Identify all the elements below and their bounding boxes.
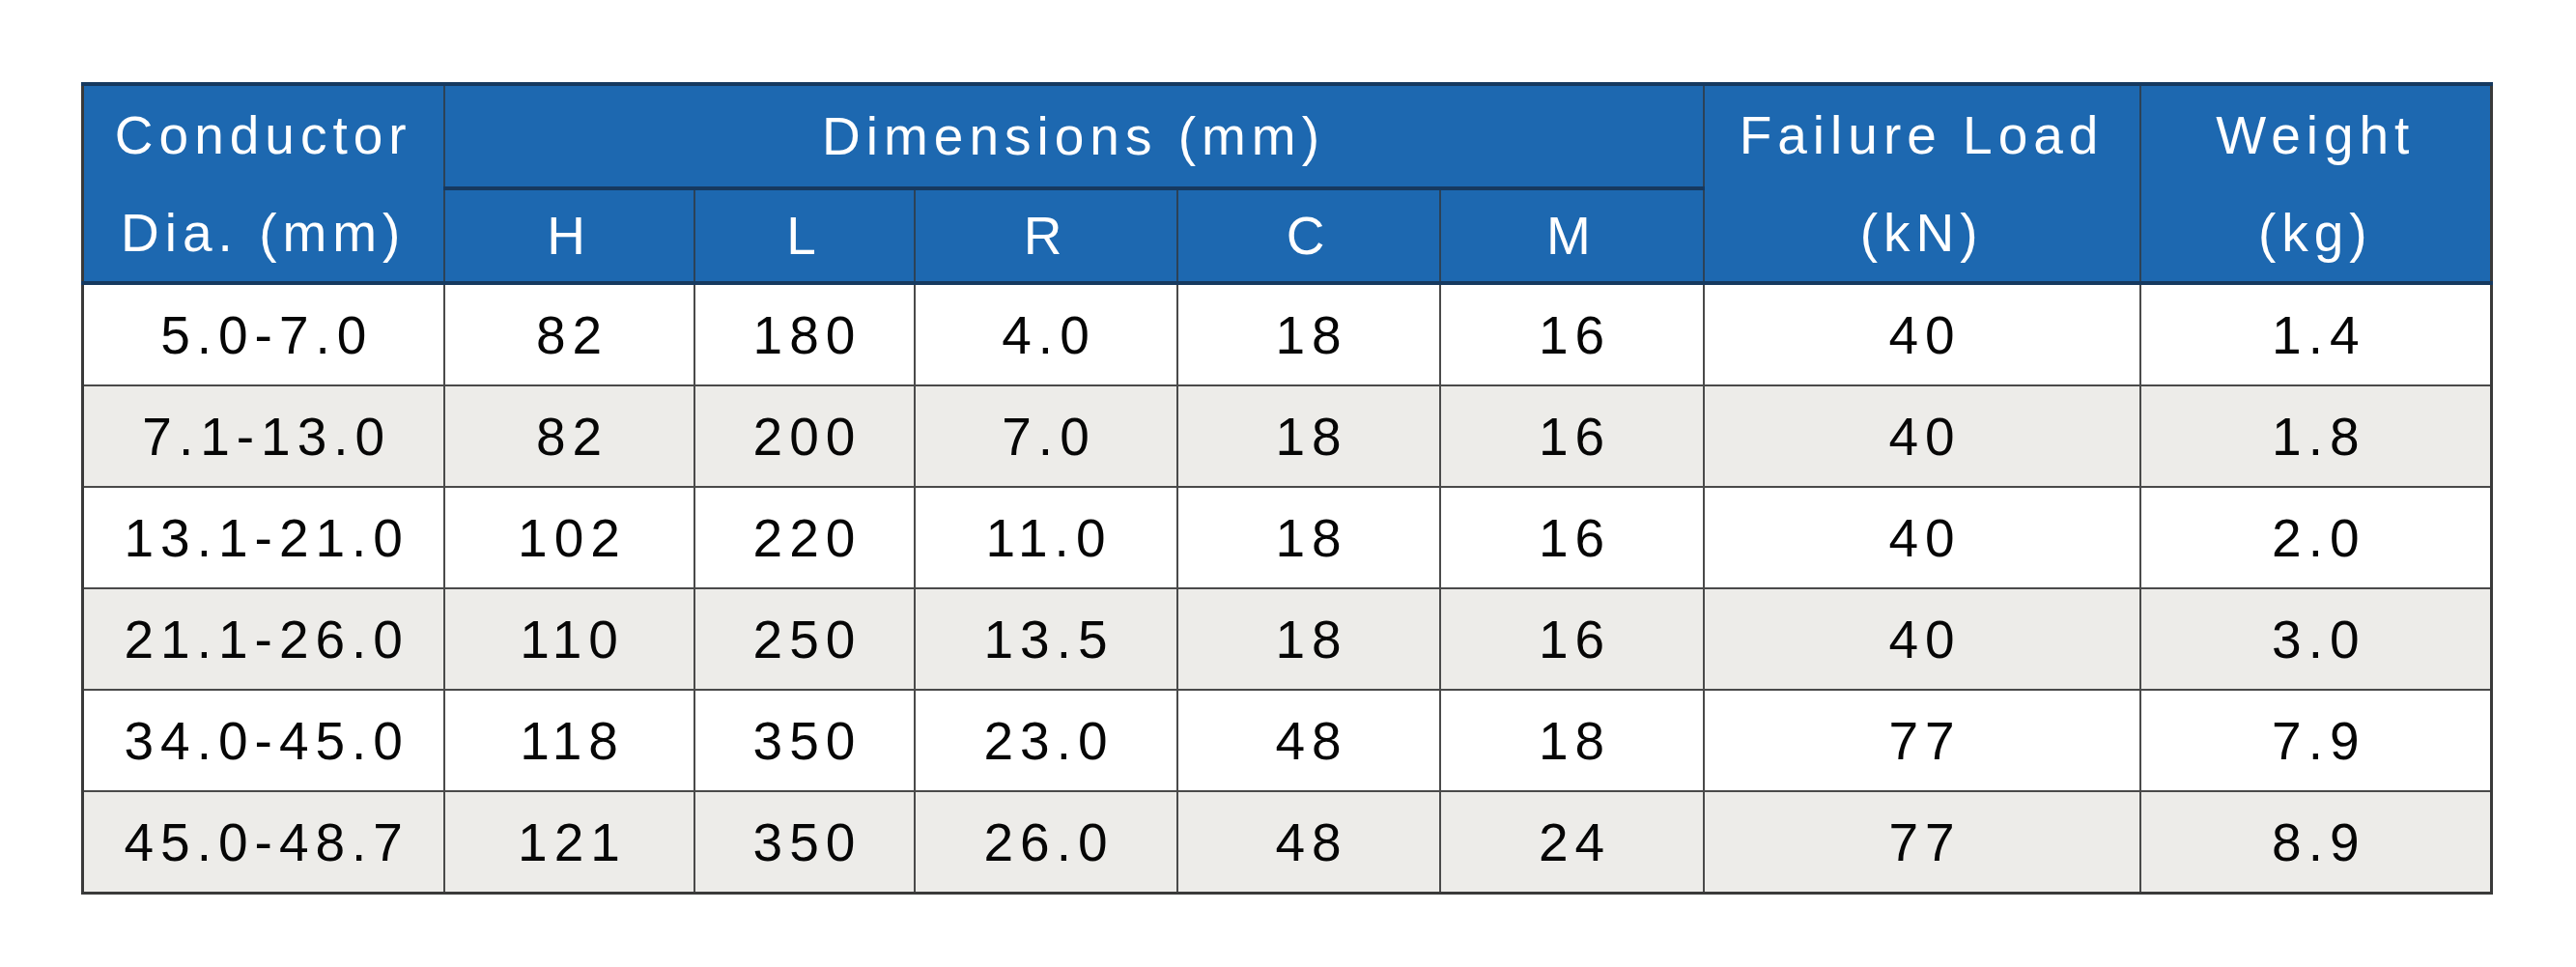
column-header-dimensions: Dimensions (mm) [444,84,1704,188]
table-cell: 16 [1440,487,1704,588]
table-cell: 18 [1177,487,1440,588]
table-cell: 18 [1177,588,1440,690]
table-cell: 40 [1704,283,2140,385]
table-row: 7.1-13.0 82 200 7.0 18 16 40 1.8 [83,385,2492,487]
table-cell: 18 [1177,385,1440,487]
table-cell: 16 [1440,588,1704,690]
table-row: 45.0-48.7 121 350 26.0 48 24 77 8.9 [83,791,2492,894]
table-cell: 82 [444,385,694,487]
table-cell: 118 [444,690,694,791]
table-cell: 23.0 [915,690,1177,791]
conductor-header-line2: Dia. (mm) [84,202,443,264]
table-cell: 7.1-13.0 [83,385,444,487]
table-cell: 77 [1704,791,2140,894]
column-header-conductor-dia: Conductor Dia. (mm) [83,84,444,283]
column-header-c: C [1177,188,1440,283]
table-cell: 48 [1177,690,1440,791]
table-cell: 250 [694,588,915,690]
column-header-failure-load: Failure Load (kN) [1704,84,2140,283]
table-cell: 350 [694,690,915,791]
table-cell: 7.0 [915,385,1177,487]
table-cell: 40 [1704,385,2140,487]
table-cell: 24 [1440,791,1704,894]
table-cell: 7.9 [2140,690,2492,791]
table-cell: 18 [1177,283,1440,385]
table-row: 21.1-26.0 110 250 13.5 18 16 40 3.0 [83,588,2492,690]
table-cell: 13.1-21.0 [83,487,444,588]
table-cell: 3.0 [2140,588,2492,690]
table-cell: 8.9 [2140,791,2492,894]
table-cell: 26.0 [915,791,1177,894]
table-cell: 110 [444,588,694,690]
table-cell: 121 [444,791,694,894]
table-cell: 1.8 [2140,385,2492,487]
table-row: 5.0-7.0 82 180 4.0 18 16 40 1.4 [83,283,2492,385]
failure-load-header-line2: (kN) [1705,202,2139,264]
table-cell: 350 [694,791,915,894]
table-cell: 82 [444,283,694,385]
table-row: 34.0-45.0 118 350 23.0 48 18 77 7.9 [83,690,2492,791]
column-header-h: H [444,188,694,283]
table-cell: 102 [444,487,694,588]
weight-header-line1: Weight [2141,104,2491,166]
header-row-top: Conductor Dia. (mm) Dimensions (mm) Fail… [83,84,2492,188]
table-cell: 40 [1704,588,2140,690]
table-cell: 11.0 [915,487,1177,588]
table-cell: 40 [1704,487,2140,588]
conductor-spec-table: Conductor Dia. (mm) Dimensions (mm) Fail… [81,82,2493,895]
weight-header-line2: (kg) [2141,202,2491,264]
table-cell: 77 [1704,690,2140,791]
table-cell: 220 [694,487,915,588]
table-cell: 16 [1440,385,1704,487]
table-cell: 2.0 [2140,487,2492,588]
conductor-header-line1: Conductor [84,104,443,166]
table-cell: 18 [1440,690,1704,791]
table-cell: 5.0-7.0 [83,283,444,385]
column-header-m: M [1440,188,1704,283]
table-cell: 45.0-48.7 [83,791,444,894]
table-row: 13.1-21.0 102 220 11.0 18 16 40 2.0 [83,487,2492,588]
table-cell: 48 [1177,791,1440,894]
table-cell: 200 [694,385,915,487]
table-cell: 1.4 [2140,283,2492,385]
table-cell: 16 [1440,283,1704,385]
column-header-r: R [915,188,1177,283]
table-cell: 21.1-26.0 [83,588,444,690]
failure-load-header-line1: Failure Load [1705,104,2139,166]
column-header-weight: Weight (kg) [2140,84,2492,283]
table-cell: 180 [694,283,915,385]
table-cell: 4.0 [915,283,1177,385]
table-cell: 13.5 [915,588,1177,690]
column-header-l: L [694,188,915,283]
table-header: Conductor Dia. (mm) Dimensions (mm) Fail… [83,84,2492,283]
table-cell: 34.0-45.0 [83,690,444,791]
table-body: 5.0-7.0 82 180 4.0 18 16 40 1.4 7.1-13.0… [83,283,2492,894]
